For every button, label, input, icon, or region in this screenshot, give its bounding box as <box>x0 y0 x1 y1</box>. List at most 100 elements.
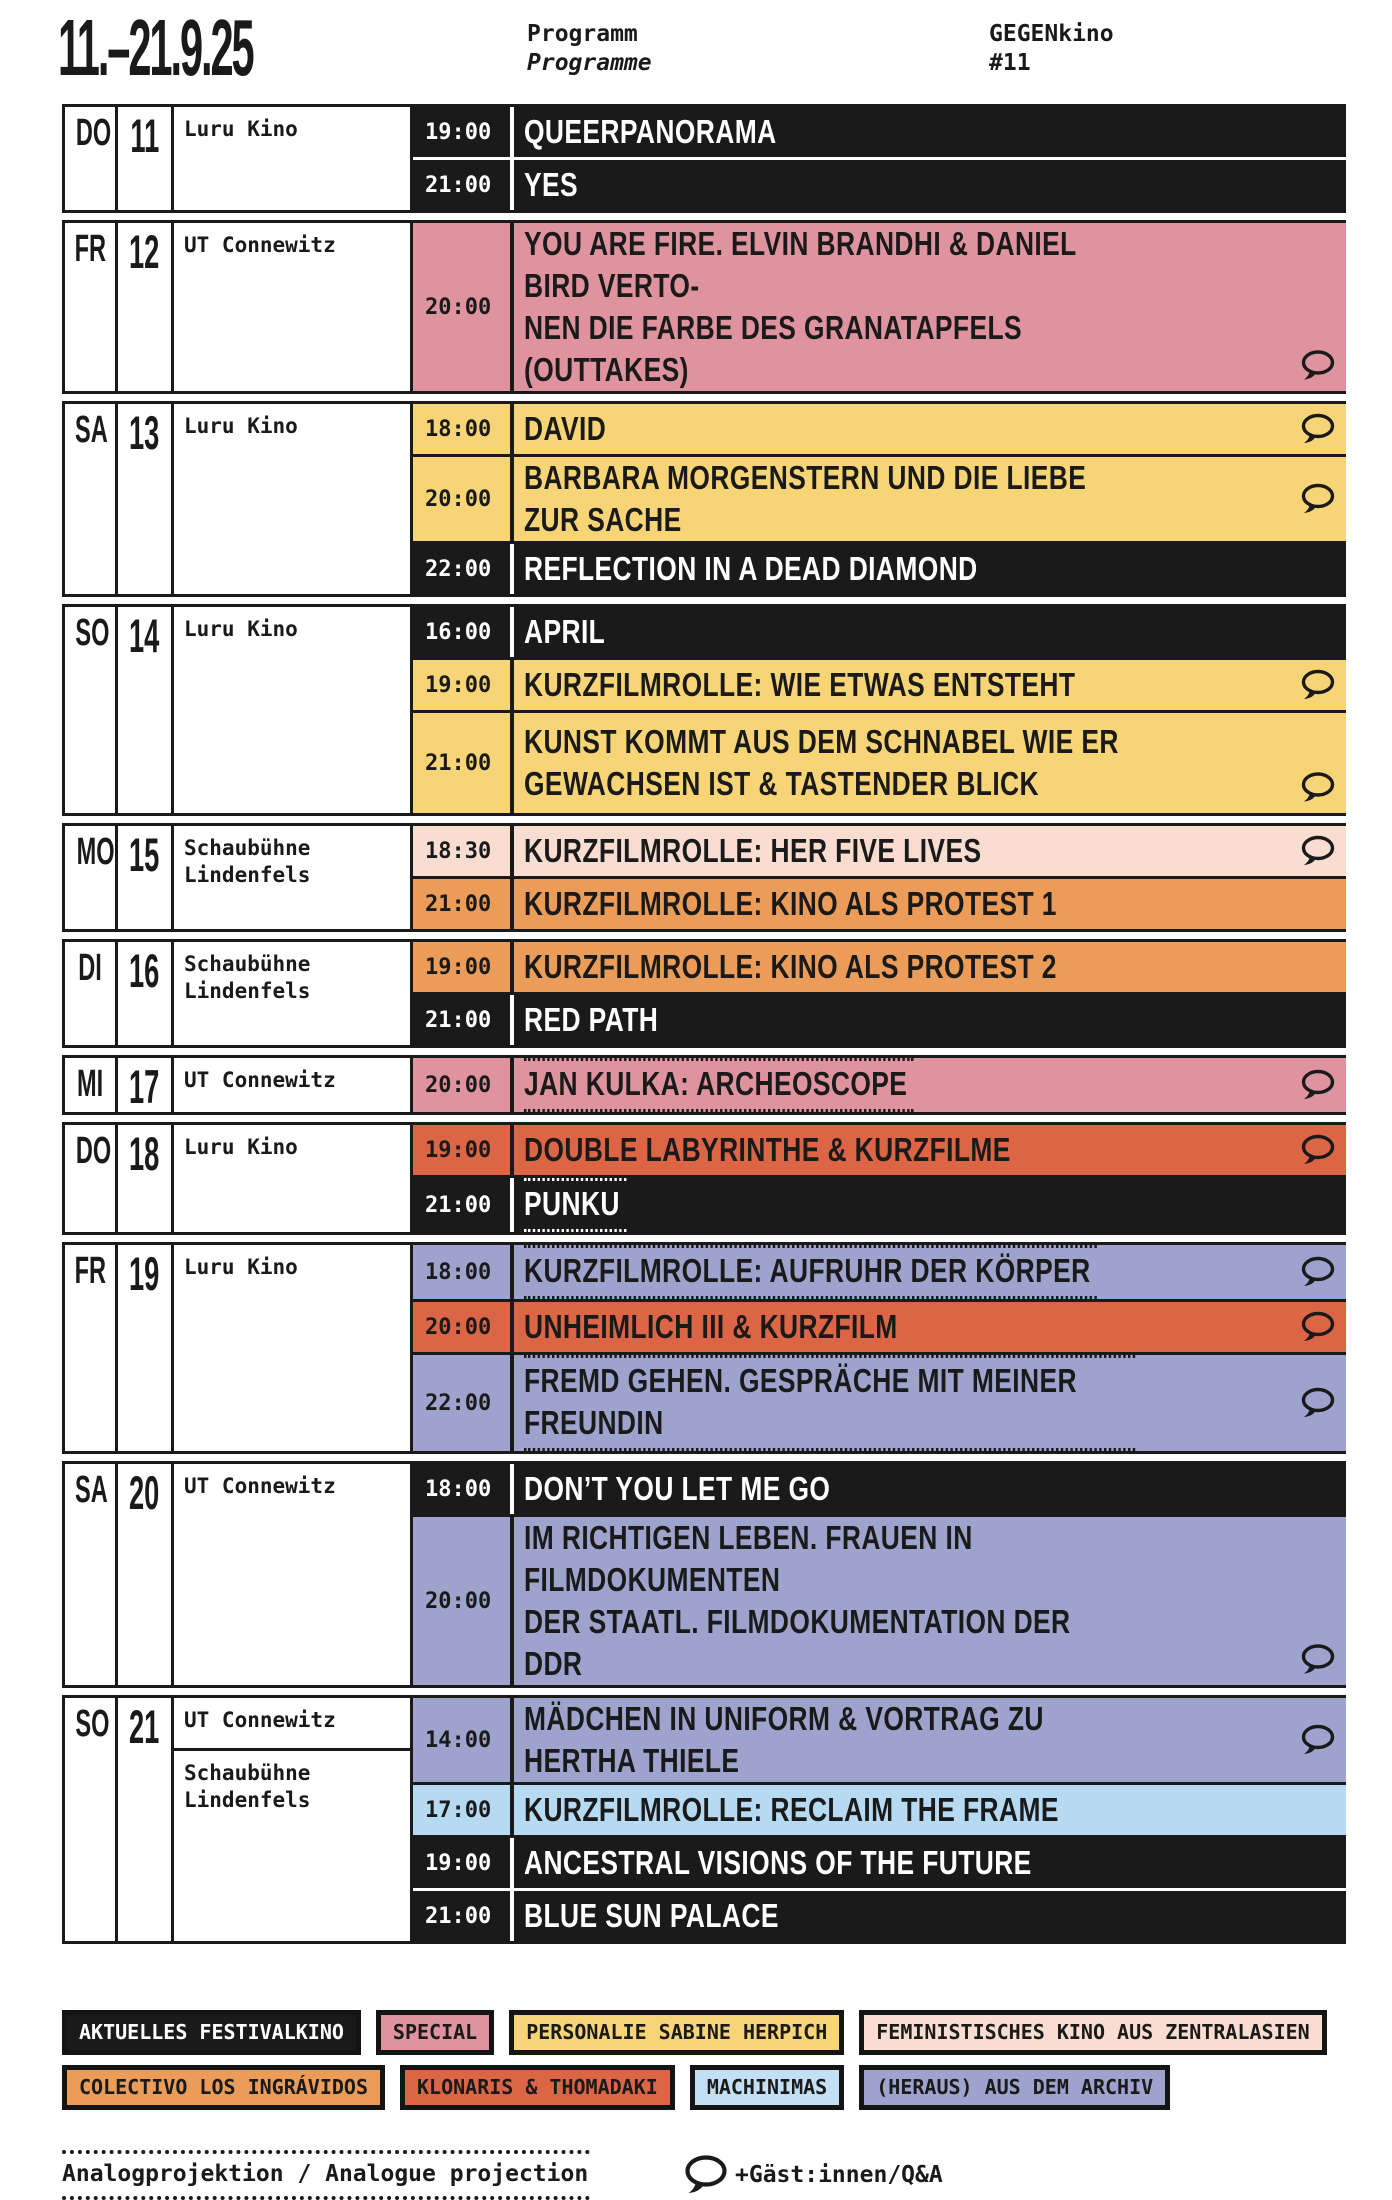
day-group: FR 12 UT Connewitz 20:00 YOU ARE FIRE. E… <box>62 220 1346 394</box>
speech-bubble-icon <box>1299 772 1336 803</box>
venue-name: UT Connewitz <box>184 233 336 257</box>
screening-time: 17:00 <box>425 1797 492 1823</box>
screening-time: 18:30 <box>425 838 492 864</box>
screening-title-cell: REFLECTION IN A DEAD DIAMOND <box>514 544 1346 594</box>
venue-name: Luru Kino <box>184 617 298 641</box>
day-label: SO <box>75 612 110 654</box>
screening-time: 19:00 <box>425 672 492 698</box>
screening-time: 20:00 <box>425 1588 492 1614</box>
screening-title-cell: UNHEIMLICH III & KURZFILM <box>514 1302 1346 1352</box>
screenings: 18:30 KURZFILMROLLE: HER FIVE LIVES 21:0… <box>413 826 1346 929</box>
screening-title-cell: DAVID <box>514 404 1346 454</box>
screenings: 19:00 QUEERPANORAMA 21:00 YES <box>413 107 1346 210</box>
date-label: 19 <box>129 1247 160 1300</box>
time-title-divider <box>510 107 514 157</box>
screening-row: 20:00 BARBARA MORGENSTERN UND DIE LIEBE … <box>413 454 1346 541</box>
screening-time: 21:00 <box>425 891 492 917</box>
screening-title-cell: APRIL <box>514 607 1346 657</box>
screening-title: KURZFILMROLLE: AUFRUHR DER KÖRPER <box>524 1245 1097 1299</box>
screening-title: KUNST KOMMT AUS DEM SCHNABEL WIE ER GEWA… <box>524 723 1119 802</box>
screening-time: 19:00 <box>425 119 492 145</box>
screening-title-cell: BLUE SUN PALACE <box>514 1891 1346 1941</box>
screening-time: 20:00 <box>425 486 492 512</box>
screening-title: IM RICHTIGEN LEBEN. FRAUEN IN FILMDOKUME… <box>524 1519 1071 1682</box>
venue-name: UT Connewitz <box>184 1708 336 1732</box>
venue-subcell: Schaubühne Lindenfels <box>174 1751 410 1814</box>
screening-title-cell: FREMD GEHEN. GESPRÄCHE MIT MEINER FREUND… <box>514 1355 1346 1451</box>
day-label: FR <box>74 228 107 270</box>
speech-bubble-icon <box>1299 413 1336 445</box>
screening-row: 21:00 KUNST KOMMT AUS DEM SCHNABEL WIE E… <box>413 710 1346 813</box>
day-cell: DO <box>65 107 118 210</box>
festival-dates: 11.–21.9.25 <box>58 3 255 92</box>
screening-title-cell: YOU ARE FIRE. ELVIN BRANDHI & DANIEL BIR… <box>514 223 1346 391</box>
date-label: 12 <box>129 225 160 278</box>
time-title-divider <box>510 995 514 1045</box>
legend-chip: PERSONALIE SABINE HERPICH <box>509 2010 845 2055</box>
time-title-divider <box>510 1245 514 1299</box>
screening-time: 18:00 <box>425 416 492 442</box>
venue-cell: Schaubühne Lindenfels <box>174 942 413 1045</box>
screening-title-cell: JAN KULKA: ARCHEOSCOPE <box>514 1058 1346 1112</box>
legend-chip: FEMINISTISCHES KINO AUS ZENTRALASIEN <box>859 2010 1327 2055</box>
screening-title: KURZFILMROLLE: KINO ALS PROTEST 1 <box>524 885 1057 922</box>
speech-bubble-icon <box>1299 1256 1336 1288</box>
screenings: 18:00 DON’T YOU LET ME GO 20:00 IM RICHT… <box>413 1464 1346 1685</box>
day-group: DO 18 Luru Kino 19:00 DOUBLE LABYRINTHE … <box>62 1122 1346 1235</box>
screening-row: 20:00 YOU ARE FIRE. ELVIN BRANDHI & DANI… <box>413 223 1346 391</box>
screening-title-cell: KURZFILMROLLE: AUFRUHR DER KÖRPER <box>514 1245 1346 1299</box>
screening-title: KURZFILMROLLE: RECLAIM THE FRAME <box>524 1791 1059 1828</box>
screening-title: JAN KULKA: ARCHEOSCOPE <box>524 1058 914 1112</box>
day-group: SA 20 UT Connewitz 18:00 DON’T YOU LET M… <box>62 1461 1346 1688</box>
screening-time: 14:00 <box>425 1727 492 1753</box>
screening-time: 22:00 <box>425 1390 492 1416</box>
venue-name: Schaubühne Lindenfels <box>184 1761 311 1812</box>
time-title-divider <box>510 223 514 391</box>
legend-chip: AKTUELLES FESTIVALKINO <box>62 2010 361 2055</box>
day-cell: SO <box>65 1698 118 1941</box>
screening-time: 20:00 <box>425 1072 492 1098</box>
speech-bubble-icon <box>1299 1311 1336 1343</box>
venue-cell: Luru Kino <box>174 1245 413 1451</box>
day-group: SO 21 UT Connewitz Schaubühne Lindenfels… <box>62 1695 1346 1944</box>
screening-title: YES <box>524 166 579 203</box>
screening-time: 19:00 <box>425 1850 492 1876</box>
screening-row: 19:00 QUEERPANORAMA <box>413 107 1346 157</box>
category-legend: AKTUELLES FESTIVALKINO SPECIAL PERSONALI… <box>62 2010 1346 2110</box>
screening-time: 22:00 <box>425 556 492 582</box>
legend-chip: COLECTIVO LOS INGRÁVIDOS <box>62 2065 385 2110</box>
screenings: 20:00 JAN KULKA: ARCHEOSCOPE <box>413 1058 1346 1112</box>
date-label: 20 <box>129 1466 160 1519</box>
date-label: 13 <box>129 406 160 459</box>
screening-title: KURZFILMROLLE: KINO ALS PROTEST 2 <box>524 948 1057 985</box>
screening-title: MÄDCHEN IN UNIFORM & VORTRAG ZU HERTHA T… <box>524 1700 1044 1779</box>
screening-time: 21:00 <box>425 172 492 198</box>
screening-time: 16:00 <box>425 619 492 645</box>
date-label: 15 <box>129 828 160 881</box>
day-group: MI 17 UT Connewitz 20:00 JAN KULKA: ARCH… <box>62 1055 1346 1115</box>
speech-bubble-icon <box>1299 350 1336 381</box>
time-title-divider <box>510 713 514 813</box>
date-label: 14 <box>129 609 160 662</box>
screening-time: 21:00 <box>425 1007 492 1033</box>
venue-name: UT Connewitz <box>184 1474 336 1498</box>
screening-title: REFLECTION IN A DEAD DIAMOND <box>524 550 978 587</box>
date-label: 16 <box>129 944 160 997</box>
screening-title-cell: DON’T YOU LET ME GO <box>514 1464 1346 1514</box>
screening-row: 21:00 BLUE SUN PALACE <box>413 1888 1346 1941</box>
screening-title-cell: RED PATH <box>514 995 1346 1045</box>
time-title-divider <box>510 1178 514 1232</box>
day-group: SO 14 Luru Kino 16:00 APRIL 19:00 KURZFI… <box>62 604 1346 816</box>
screening-row: 18:30 KURZFILMROLLE: HER FIVE LIVES <box>413 826 1346 876</box>
screening-row: 18:00 DON’T YOU LET ME GO <box>413 1464 1346 1514</box>
legend-row: AKTUELLES FESTIVALKINO SPECIAL PERSONALI… <box>62 2010 1346 2055</box>
time-title-divider <box>510 607 514 657</box>
screening-title: RED PATH <box>524 1001 659 1038</box>
speech-bubble-icon <box>1299 1134 1336 1166</box>
legend-chip: KLONARIS & THOMADAKI <box>399 2065 675 2110</box>
screenings: 16:00 APRIL 19:00 KURZFILMROLLE: WIE ETW… <box>413 607 1346 813</box>
date-cell: 21 <box>118 1698 174 1941</box>
screening-row: 19:00 KURZFILMROLLE: KINO ALS PROTEST 2 <box>413 942 1346 992</box>
time-title-divider <box>510 1838 514 1888</box>
screenings: 18:00 KURZFILMROLLE: AUFRUHR DER KÖRPER … <box>413 1245 1346 1451</box>
